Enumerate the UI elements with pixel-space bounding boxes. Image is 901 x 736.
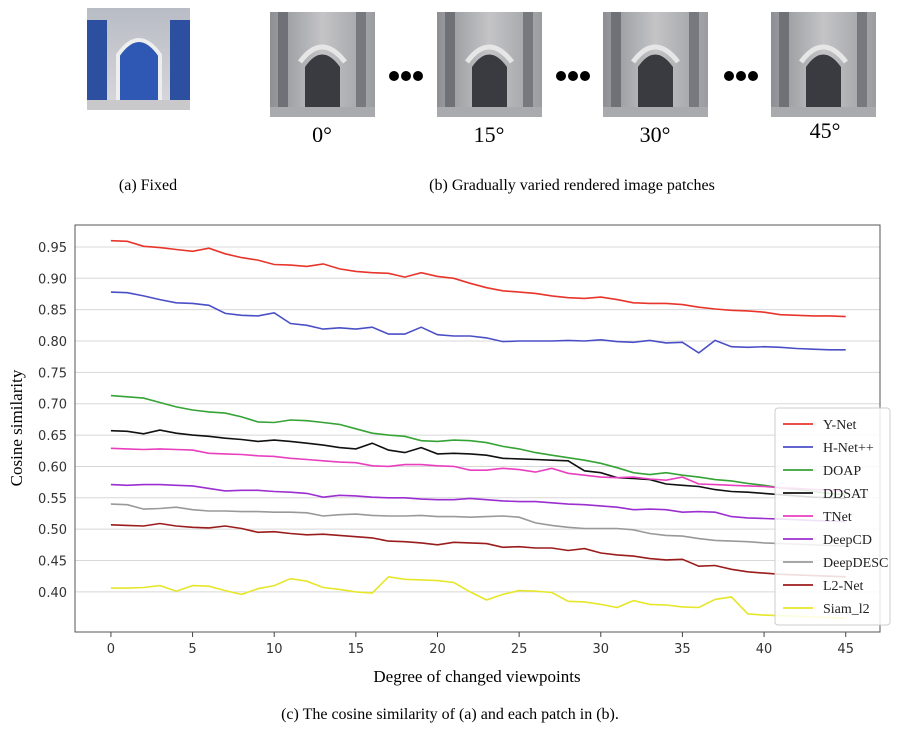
- angle-label: 45°: [810, 118, 841, 143]
- x-tick-label: 0: [107, 642, 115, 657]
- angle-label: 0°: [312, 122, 332, 147]
- angle-label: 15°: [474, 122, 505, 147]
- line-series: [110, 447, 846, 492]
- line-series: [110, 575, 846, 619]
- legend-label: DOAP: [823, 464, 861, 479]
- legend-label: DeepDESC: [823, 556, 888, 571]
- line-series: [110, 503, 846, 547]
- angle-label: 30°: [640, 122, 671, 147]
- line-series: [110, 239, 846, 318]
- y-tick-label: 0.55: [38, 492, 67, 507]
- patch-image: [771, 12, 876, 117]
- line-series: [110, 291, 846, 354]
- x-tick-label: 30: [593, 642, 610, 657]
- legend-label: DDSAT: [823, 487, 869, 502]
- y-tick-label: 0.90: [38, 272, 67, 287]
- plot: 0.40 0.45 0.50 0.55 0.60 0.65 0.70 0.75 0.80 0.85…: [38, 224, 891, 657]
- y-tick-label: 0.50: [38, 523, 67, 538]
- legend-label: Y-Net: [823, 418, 857, 433]
- y-tick-label: 0.40: [38, 586, 67, 601]
- caption: (b) Gradually varied rendered image patc…: [429, 177, 715, 194]
- legend-label: DeepCD: [823, 533, 872, 548]
- line-series: [110, 429, 846, 500]
- x-tick-label: 45: [837, 642, 854, 657]
- ellipsis: [389, 71, 758, 81]
- line-series: [110, 483, 846, 523]
- y-tick-label: 0.60: [38, 460, 67, 475]
- x-tick-label: 20: [429, 642, 446, 657]
- y-tick-label: 0.70: [38, 398, 67, 413]
- y-tick-label: 0.45: [38, 555, 67, 570]
- x-tick-label: 40: [756, 642, 773, 657]
- legend-box: [774, 407, 891, 626]
- legend: Y-Net H-Net++ DOAP DDSAT TNet DeepCD DeepDESC L…: [774, 407, 891, 626]
- legend-label: TNet: [823, 510, 852, 525]
- y-tick-label: 0.95: [38, 241, 67, 256]
- y-tick-label: 0.65: [38, 429, 67, 444]
- line-series: [110, 522, 846, 578]
- fixed-image: [87, 8, 190, 110]
- x-tick-label: 25: [511, 642, 528, 657]
- patch-image: [270, 12, 375, 117]
- x-axis-label: Degree of changed viewpoints: [373, 667, 580, 686]
- x-tick-label: 10: [266, 642, 283, 657]
- legend-label: H-Net++: [823, 441, 874, 456]
- legend-label: L2-Net: [823, 579, 864, 594]
- patch-image: [437, 12, 542, 117]
- line-series: [110, 394, 846, 496]
- x-tick-label: 35: [674, 642, 691, 657]
- y-tick-label: 0.75: [38, 366, 67, 381]
- y-tick-label: 0.85: [38, 304, 67, 319]
- caption: (a) Fixed: [119, 177, 177, 194]
- caption: (c) The cosine similarity of (a) and eac…: [281, 706, 619, 723]
- patch-image: [603, 12, 708, 117]
- legend-label: Siam_l2: [823, 602, 870, 617]
- y-tick-label: 0.80: [38, 335, 67, 350]
- x-tick-label: 15: [348, 642, 365, 657]
- x-tick-label: 5: [188, 642, 196, 657]
- y-axis-label: Cosine similarity: [7, 369, 26, 486]
